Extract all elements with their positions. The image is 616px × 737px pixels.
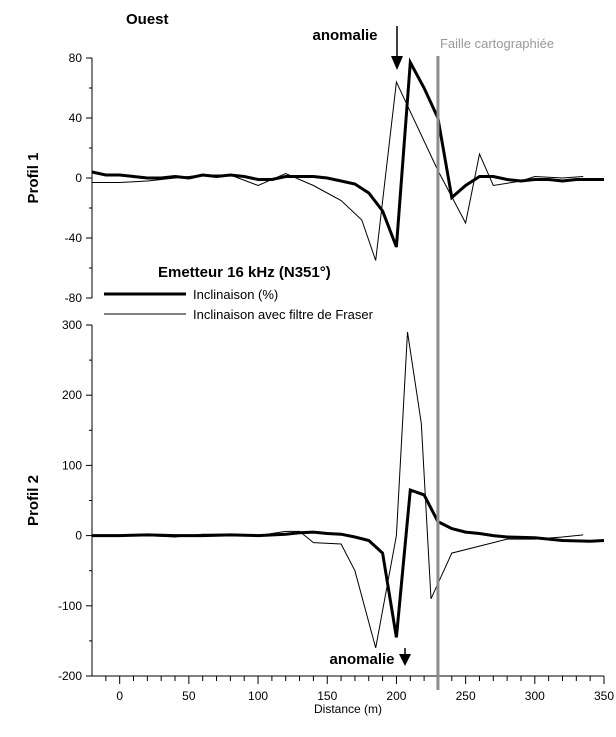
y-tick-label-2-2: 0: [75, 529, 82, 543]
legend-label-fraser: Inclinaison avec filtre de Fraser: [193, 307, 374, 322]
series-line-1-0: [91, 57, 604, 248]
y-tick-label-2-3: 100: [62, 458, 82, 472]
x-axis-label: Distance (m): [314, 702, 382, 716]
x-tick-label-4: 200: [386, 689, 406, 703]
x-tick-label-5: 250: [456, 689, 476, 703]
x-tick-label-7: 350: [594, 689, 614, 703]
y-tick-label-1-0: -80: [65, 291, 83, 305]
legend-title: Emetteur 16 kHz (N351°): [158, 264, 331, 281]
y-tick-label-2-1: -100: [58, 599, 82, 613]
y-tick-label-2-0: -200: [58, 669, 82, 683]
y-tick-label-2-5: 300: [62, 318, 82, 332]
y-tick-label-1-4: 80: [69, 51, 83, 65]
corner-label-ouest: Ouest: [126, 11, 169, 28]
anomaly-label-top: anomalie: [312, 27, 377, 44]
y-axis-label-2: Profil 2: [25, 475, 42, 526]
panel-profil-2: -200 -100 0 100 200 300 Profil 2 0 50 100 150 200 25…: [25, 318, 614, 716]
x-tick-label-0: 0: [116, 689, 123, 703]
overlay-annotations: Faille cartographiée Ouest anomalie anomali…: [104, 11, 554, 690]
fault-label: Faille cartographiée: [440, 36, 554, 51]
x-tick-label-6: 300: [525, 689, 545, 703]
panel-profil-1: -80 -40 0 40 80 Profil 1: [25, 51, 604, 305]
y-tick-label-2-4: 200: [62, 388, 82, 402]
y-tick-label-1-2: 0: [75, 171, 82, 185]
y-tick-label-1-3: 40: [69, 111, 83, 125]
anomaly-arrow-top-head: [391, 56, 403, 70]
anomaly-arrow-bottom-head: [399, 654, 411, 666]
anomaly-label-bottom: anomalie: [329, 651, 394, 668]
x-tick-label-1: 50: [182, 689, 196, 703]
x-tick-label-2: 100: [248, 689, 268, 703]
series-line-2-1: [92, 331, 584, 649]
y-axis-label-1: Profil 1: [25, 153, 42, 204]
x-tick-label-3: 150: [317, 689, 337, 703]
y-tick-label-1-1: -40: [65, 231, 83, 245]
series-line-1-1: [92, 80, 584, 261]
series-line-2-0: [92, 487, 605, 638]
legend-label-inclinaison: Inclinaison (%): [193, 287, 278, 302]
